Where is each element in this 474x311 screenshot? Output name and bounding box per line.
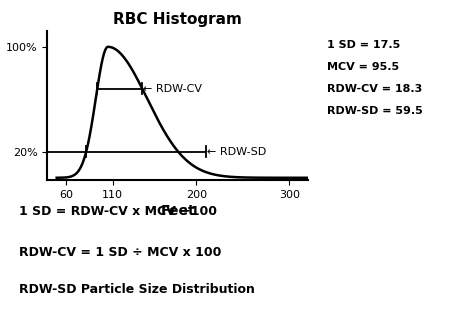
Text: RDW-CV = 1 SD ÷ MCV x 100: RDW-CV = 1 SD ÷ MCV x 100 [19,246,221,259]
Text: ← RDW-CV: ← RDW-CV [143,84,202,94]
Text: ← RDW-SD: ← RDW-SD [207,146,266,156]
Text: 1 SD = 17.5: 1 SD = 17.5 [327,40,401,50]
Title: RBC Histogram: RBC Histogram [113,12,242,27]
X-axis label: Feet: Feet [160,204,195,218]
Text: MCV = 95.5: MCV = 95.5 [327,62,399,72]
Text: RDW-CV = 18.3: RDW-CV = 18.3 [327,84,422,94]
Text: 1 SD = RDW-CV x MCV ÷100: 1 SD = RDW-CV x MCV ÷100 [19,205,217,218]
Text: RDW-SD Particle Size Distribution: RDW-SD Particle Size Distribution [19,283,255,296]
Text: RDW-SD = 59.5: RDW-SD = 59.5 [327,106,423,116]
